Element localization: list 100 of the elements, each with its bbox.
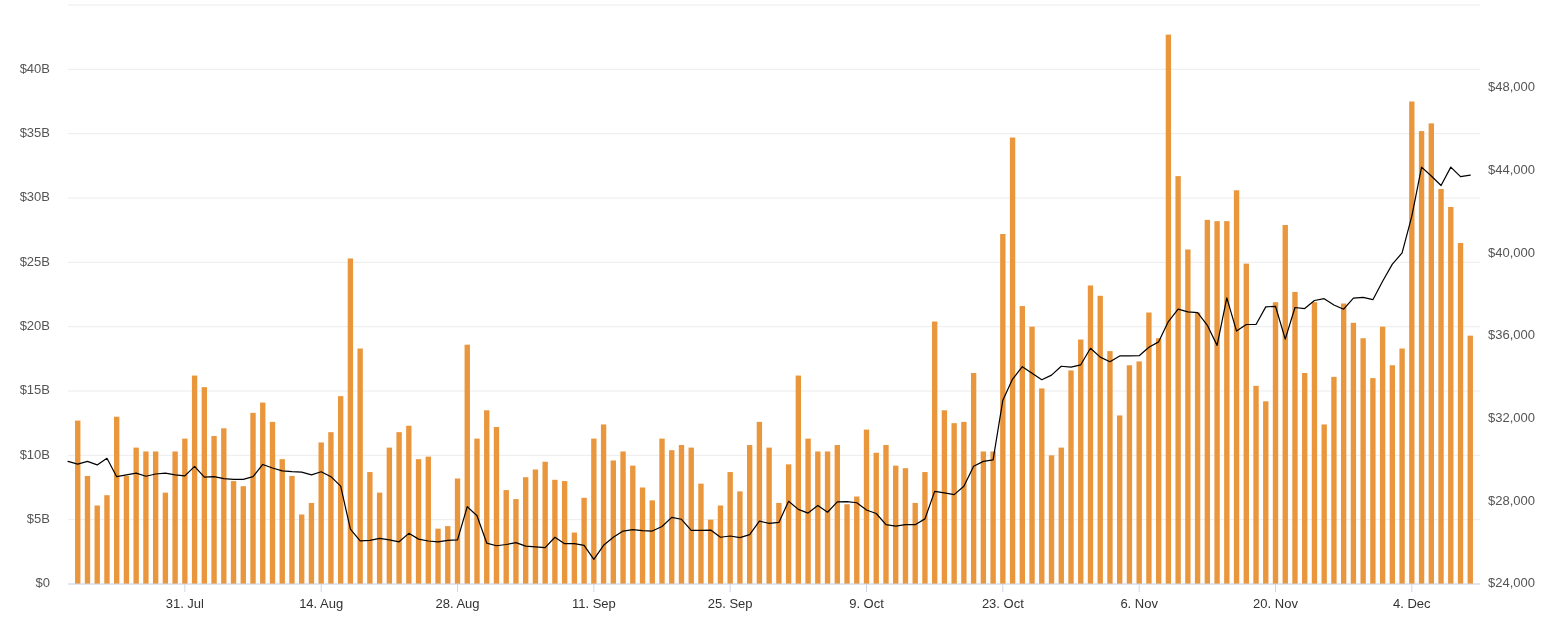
bar <box>172 451 178 584</box>
bar <box>902 468 909 584</box>
bar <box>1204 219 1211 584</box>
bar <box>337 396 344 584</box>
x-tick-label: 28. Aug <box>435 596 480 611</box>
bar <box>94 505 100 584</box>
bar <box>639 487 646 584</box>
bar <box>445 526 451 584</box>
bar <box>1243 263 1249 584</box>
bar <box>1048 455 1055 584</box>
bar <box>1321 424 1327 584</box>
bar <box>746 445 753 584</box>
y2-tick-label: $36,000 <box>1488 327 1535 343</box>
bar <box>1117 415 1123 584</box>
bar <box>1370 378 1376 584</box>
bar <box>659 438 665 584</box>
bar <box>854 496 860 584</box>
bar <box>230 481 237 584</box>
bar <box>591 438 597 584</box>
bar <box>1233 190 1240 584</box>
bar <box>75 420 81 584</box>
bar <box>1253 385 1259 584</box>
bar <box>824 451 831 584</box>
bar <box>1467 335 1473 584</box>
bar <box>1282 225 1288 584</box>
bar <box>1058 447 1064 584</box>
bar <box>182 438 188 584</box>
bar <box>776 502 782 584</box>
bar <box>717 505 724 584</box>
bar <box>1272 302 1279 584</box>
bar <box>367 472 373 584</box>
bar <box>795 375 802 584</box>
bar <box>1165 34 1172 584</box>
bar <box>990 451 996 584</box>
bar <box>932 321 938 584</box>
bar <box>980 451 987 584</box>
bar <box>1331 376 1337 584</box>
x-tick-label: 23. Oct <box>981 596 1025 611</box>
y-tick-label: $5B <box>26 511 50 527</box>
bar <box>493 427 500 584</box>
bar <box>376 492 383 584</box>
y-tick-label: $25B <box>19 253 50 269</box>
bar <box>610 460 616 584</box>
bar <box>250 412 256 584</box>
bar <box>1292 291 1298 584</box>
bar <box>922 472 928 584</box>
bar <box>1155 338 1162 584</box>
bar <box>737 491 743 584</box>
bar <box>1087 285 1094 584</box>
bar <box>834 445 840 584</box>
bar <box>1194 312 1201 584</box>
bar <box>386 447 393 584</box>
y2-tick-label: $44,000 <box>1488 161 1535 177</box>
bar <box>912 502 918 584</box>
x-tick-label: 20. Nov <box>1253 596 1299 611</box>
bar <box>318 442 324 584</box>
bar <box>970 372 977 584</box>
bar <box>328 432 334 584</box>
bar <box>1000 234 1006 584</box>
bar <box>1068 370 1074 584</box>
bar <box>1019 306 1025 584</box>
bar <box>162 492 169 584</box>
bar <box>1340 303 1347 584</box>
bar <box>1311 302 1318 584</box>
bar <box>1448 207 1454 584</box>
bar <box>581 497 587 584</box>
bar <box>893 465 899 584</box>
bar <box>503 490 509 584</box>
bar <box>844 504 850 584</box>
bar <box>1428 123 1434 584</box>
bar <box>620 451 626 584</box>
bar <box>1379 326 1386 584</box>
bar <box>269 421 276 584</box>
bar <box>191 375 198 584</box>
bar <box>1302 372 1308 584</box>
bar <box>415 459 422 584</box>
bar <box>1009 137 1016 584</box>
bar <box>552 479 558 584</box>
bar <box>1185 249 1191 584</box>
bar <box>289 475 295 584</box>
bar <box>221 428 227 584</box>
x-tick-label: 6. Nov <box>1120 596 1159 611</box>
bar <box>756 421 763 584</box>
x-tick-label: 14. Aug <box>299 596 344 611</box>
bar <box>299 514 305 584</box>
bar <box>1214 221 1220 584</box>
bar <box>1175 176 1181 584</box>
bar <box>669 450 675 584</box>
bar <box>1146 312 1152 584</box>
bar <box>727 472 733 584</box>
bar <box>1029 326 1035 584</box>
bar <box>464 344 470 584</box>
bar <box>523 477 529 584</box>
bar <box>279 459 285 584</box>
line-series <box>67 166 1471 560</box>
bar <box>1263 401 1269 584</box>
x-tick-label: 31. Jul <box>165 596 205 611</box>
y2-tick-label: $32,000 <box>1488 410 1535 426</box>
bar <box>1457 243 1464 584</box>
y-tick-label: $15B <box>19 382 50 398</box>
